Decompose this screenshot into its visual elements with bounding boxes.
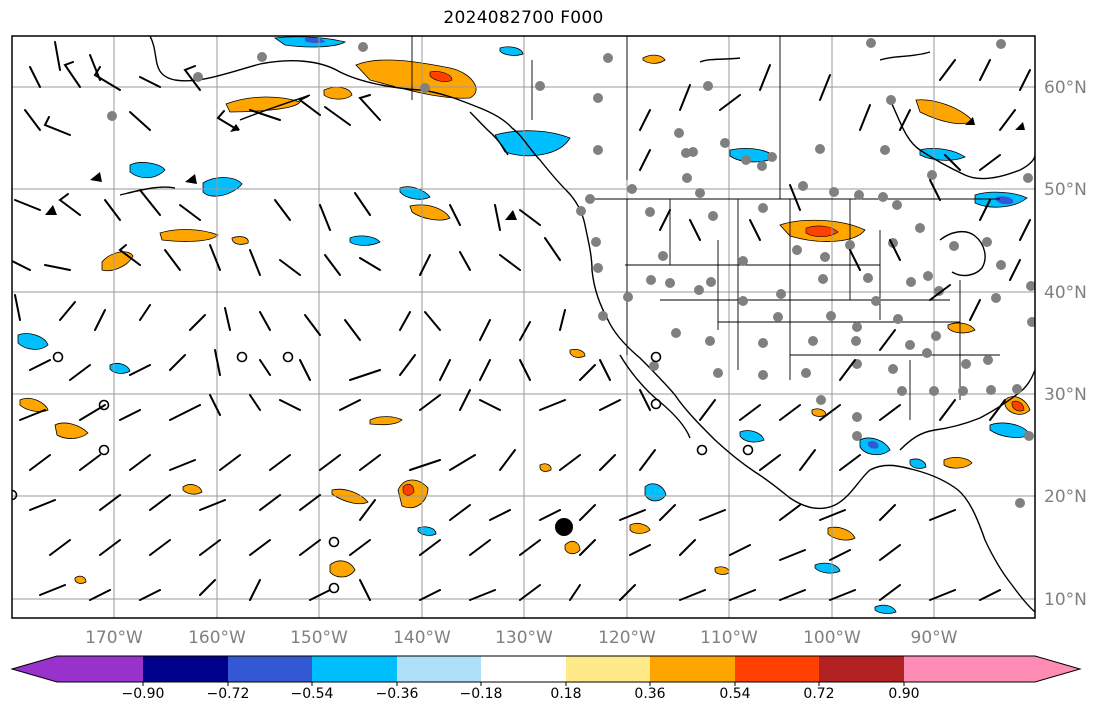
station-dots: [107, 38, 1035, 508]
lon-label: 150°W: [290, 628, 348, 648]
colorbar-tick-label: 0.18: [550, 686, 581, 702]
lat-label: 60°N: [1044, 78, 1087, 98]
map-title: 2024082700 F000: [443, 8, 604, 28]
lat-label: 20°N: [1044, 487, 1087, 507]
colorbar-swatch: [735, 656, 819, 682]
black-dot-storm-marker: [555, 518, 573, 536]
calm-wind-circles: [12, 351, 754, 594]
lat-label: 10°N: [1044, 590, 1087, 610]
colorbar-swatch: [12, 656, 143, 682]
colorbar-outline: [10, 655, 1082, 683]
orange-shaded-regions: [19, 54, 1031, 584]
state-borders: [411, 36, 1000, 420]
colorbar-swatch: [566, 656, 650, 682]
colorbar-tick-label: 0.72: [803, 686, 834, 702]
graticule: [12, 36, 1035, 618]
colorbar-swatch: [228, 656, 312, 682]
colorbar: −0.90 −0.72 −0.54 −0.36 −0.18 0.18 0.36 …: [10, 655, 1082, 702]
colorbar-tick-label: 0.90: [888, 686, 919, 702]
colorbar-tick-label: 0.54: [719, 686, 750, 702]
colorbar-tick-label: −0.36: [376, 686, 419, 702]
lat-label: 30°N: [1044, 385, 1087, 405]
wind-barbs: [12, 41, 1031, 601]
lon-label: 110°W: [700, 628, 758, 648]
lon-label: 140°W: [393, 628, 451, 648]
colorbar-swatch: [904, 656, 1080, 682]
colorbar-tick-label: 0.36: [634, 686, 665, 702]
colorbar-swatch: [312, 656, 397, 682]
dark-blue-regions: [305, 37, 1014, 449]
colorbar-swatches: [12, 656, 1080, 682]
lon-label: 100°W: [803, 628, 861, 648]
lon-label: 130°W: [495, 628, 553, 648]
lon-axis: 170°W 160°W 150°W 140°W 130°W 120°W 110°…: [85, 628, 958, 648]
red-shaded-regions: [402, 71, 1025, 496]
colorbar-swatch: [143, 656, 228, 682]
colorbar-tick-label: −0.54: [291, 686, 334, 702]
lon-label: 170°W: [85, 628, 143, 648]
lat-axis: 60°N 50°N 40°N 30°N 20°N 10°N: [1044, 78, 1087, 610]
map-frame: [11, 35, 1036, 619]
lat-label: 50°N: [1044, 180, 1087, 200]
map-area: [12, 36, 1035, 618]
colorbar-tick-label: −0.90: [122, 686, 165, 702]
lat-label: 40°N: [1044, 283, 1087, 303]
lon-label: 160°W: [188, 628, 246, 648]
colorbar-swatch: [481, 656, 566, 682]
colorbar-swatch: [819, 656, 904, 682]
colorbar-tick-label: −0.72: [207, 686, 250, 702]
colorbar-swatch: [397, 656, 481, 682]
coastlines: [119, 36, 1035, 613]
lon-label: 90°W: [911, 628, 958, 648]
colorbar-tick-label: −0.18: [460, 686, 503, 702]
lon-label: 120°W: [598, 628, 656, 648]
colorbar-swatch: [650, 656, 735, 682]
